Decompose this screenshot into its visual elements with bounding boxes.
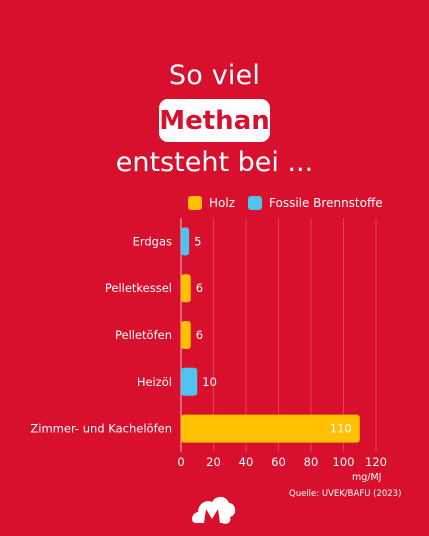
- data-label: 5: [194, 234, 201, 248]
- x-axis-unit: mg/MJ: [352, 472, 382, 483]
- brand-logo-icon: [192, 493, 236, 529]
- x-tick-label: 40: [239, 455, 254, 469]
- title-line-1: So viel: [168, 60, 261, 91]
- title-highlight: Methan: [159, 99, 270, 142]
- category-label: Pelletkessel: [105, 281, 172, 295]
- bar: [181, 321, 191, 349]
- category-label: Pelletöfen: [115, 328, 172, 342]
- x-tick-label: 60: [271, 455, 286, 469]
- category-label: Zimmer- und Kachelöfen: [30, 422, 172, 436]
- bar: [181, 274, 191, 303]
- title-line-3: entsteht bei ...: [115, 147, 314, 178]
- x-tick-label: 80: [304, 455, 319, 469]
- chart-legend: Holz Fossile Brennstoffe: [188, 196, 396, 210]
- x-tick-label: 120: [365, 455, 387, 469]
- data-label: 6: [196, 281, 203, 295]
- data-label: 110: [330, 422, 352, 436]
- legend-label-holz: Holz: [209, 196, 235, 210]
- legend-item-fossil: Fossile Brennstoffe: [248, 196, 383, 210]
- legend-swatch-fossil: [248, 196, 262, 210]
- data-label: 10: [202, 375, 217, 389]
- source-note: Quelle: UVEK/BAFU (2023): [289, 489, 402, 499]
- category-label: Erdgas: [133, 234, 172, 248]
- x-tick-label: 100: [333, 455, 355, 469]
- legend-swatch-holz: [188, 196, 202, 210]
- bar: [181, 367, 198, 396]
- bar: [181, 414, 360, 443]
- category-label: Heizöl: [137, 375, 172, 389]
- bar: [181, 227, 190, 256]
- legend-label-fossil: Fossile Brennstoffe: [269, 196, 383, 210]
- x-tick-label: 0: [177, 455, 184, 469]
- legend-item-holz: Holz: [188, 196, 235, 210]
- x-tick-label: 20: [206, 455, 221, 469]
- data-label: 6: [196, 328, 203, 342]
